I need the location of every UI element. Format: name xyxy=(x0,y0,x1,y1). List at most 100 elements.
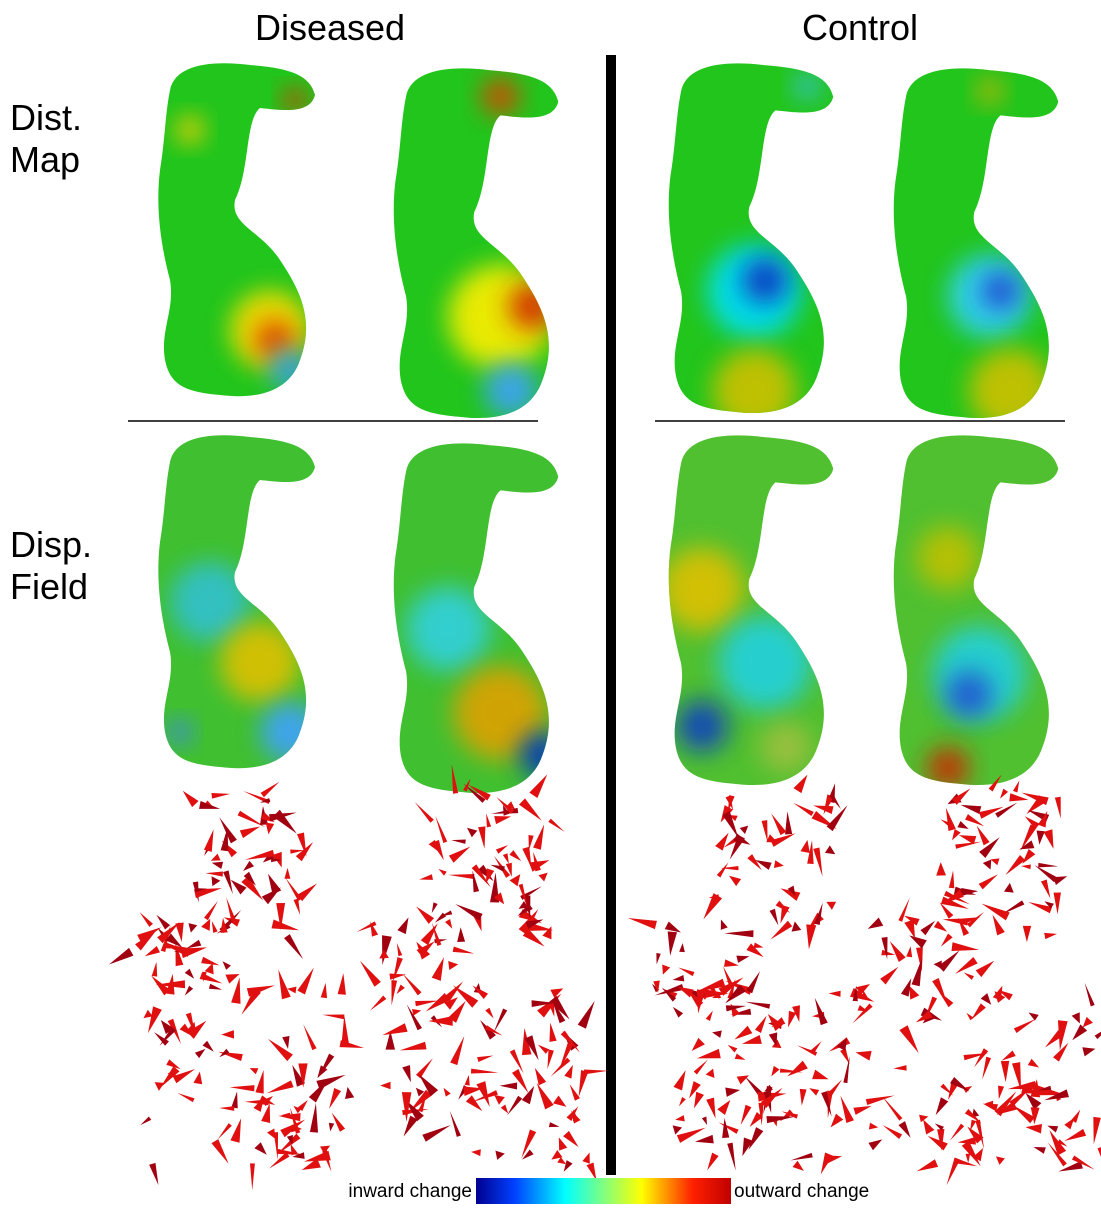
arrow xyxy=(463,783,486,803)
vector-fields xyxy=(108,763,1101,1191)
arrow xyxy=(419,874,433,880)
arrow xyxy=(740,1104,752,1126)
arrow xyxy=(452,946,475,954)
arrow xyxy=(693,1091,704,1109)
arrow xyxy=(444,997,458,1010)
arrow xyxy=(970,1003,986,1021)
arrow xyxy=(970,1119,977,1131)
arrow xyxy=(1053,1042,1069,1062)
arrow xyxy=(525,919,544,929)
arrow xyxy=(199,801,221,809)
arrow xyxy=(951,942,980,952)
arrow xyxy=(402,973,422,996)
arrow xyxy=(144,945,161,957)
arrow xyxy=(957,820,969,830)
arrow xyxy=(1036,830,1045,845)
surface xyxy=(668,435,834,786)
arrow xyxy=(746,971,761,994)
arrow xyxy=(1022,848,1036,864)
arrow xyxy=(678,967,695,977)
arrow xyxy=(898,897,910,922)
arrow xyxy=(790,1152,813,1161)
arrow xyxy=(244,1099,269,1106)
arrow xyxy=(226,897,236,922)
arrow xyxy=(453,985,479,1008)
arrow xyxy=(502,853,509,864)
arrow xyxy=(787,885,796,897)
arrow xyxy=(673,1070,686,1091)
arrow xyxy=(249,1068,259,1075)
arrow xyxy=(444,981,464,1001)
surface-body xyxy=(893,435,1059,786)
arrow xyxy=(771,1065,780,1077)
arrow xyxy=(438,869,447,876)
arrow xyxy=(177,1092,195,1103)
arrow xyxy=(678,1097,686,1107)
arrow xyxy=(557,1157,567,1165)
arrow xyxy=(147,1006,162,1034)
arrow xyxy=(284,934,304,960)
arrow xyxy=(978,806,1004,819)
arrow xyxy=(418,1074,439,1097)
arrow xyxy=(211,792,231,799)
arrow xyxy=(724,930,754,938)
arrow xyxy=(761,820,768,843)
arrow xyxy=(1011,1062,1022,1092)
surface-body xyxy=(393,68,559,419)
arrow xyxy=(524,1035,539,1061)
arrow xyxy=(942,918,969,926)
color-patch xyxy=(968,348,1053,419)
arrow xyxy=(464,1074,470,1086)
arrow xyxy=(172,1069,196,1084)
arrow xyxy=(519,798,542,821)
arrow xyxy=(950,1076,970,1092)
color-patch xyxy=(926,746,969,786)
arrow xyxy=(289,1107,301,1134)
arrow xyxy=(225,974,240,984)
color-patch xyxy=(519,731,559,779)
arrow xyxy=(428,1016,453,1026)
arrow xyxy=(1035,1085,1066,1096)
color-patch xyxy=(406,587,490,671)
arrow xyxy=(187,1020,207,1039)
arrow xyxy=(800,839,810,853)
arrow xyxy=(425,993,450,1012)
arrow xyxy=(940,933,953,947)
arrow xyxy=(205,871,223,877)
arrow xyxy=(1058,1161,1083,1172)
arrow xyxy=(485,1007,494,1019)
arrow xyxy=(278,969,291,1000)
arrow xyxy=(736,1075,750,1085)
row-label: Field xyxy=(10,566,88,607)
arrow xyxy=(799,1088,807,1106)
arrow xyxy=(211,861,224,870)
arrow xyxy=(766,834,778,843)
arrow xyxy=(260,781,280,798)
arrow xyxy=(712,1030,722,1038)
arrow xyxy=(396,943,403,957)
arrow xyxy=(337,973,346,995)
arrow xyxy=(471,1090,498,1103)
arrow xyxy=(529,860,550,872)
arrow xyxy=(745,1001,771,1009)
arrow xyxy=(1053,892,1061,915)
arrow xyxy=(397,917,409,935)
arrow xyxy=(509,850,522,862)
arrow xyxy=(309,1103,319,1133)
arrow xyxy=(693,1059,708,1075)
arrow xyxy=(268,873,282,895)
arrow xyxy=(569,1084,580,1101)
arrow xyxy=(246,985,275,997)
arrow xyxy=(202,971,207,982)
arrow xyxy=(676,1127,706,1143)
arrow xyxy=(734,1025,753,1040)
arrow xyxy=(937,1129,945,1151)
arrow xyxy=(431,957,444,981)
arrow xyxy=(967,1126,984,1144)
arrow xyxy=(764,1084,773,1092)
arrow xyxy=(1020,824,1037,851)
arrow xyxy=(1037,1085,1052,1091)
arrow xyxy=(301,1158,321,1171)
surface xyxy=(893,68,1059,419)
color-patch xyxy=(675,699,729,753)
